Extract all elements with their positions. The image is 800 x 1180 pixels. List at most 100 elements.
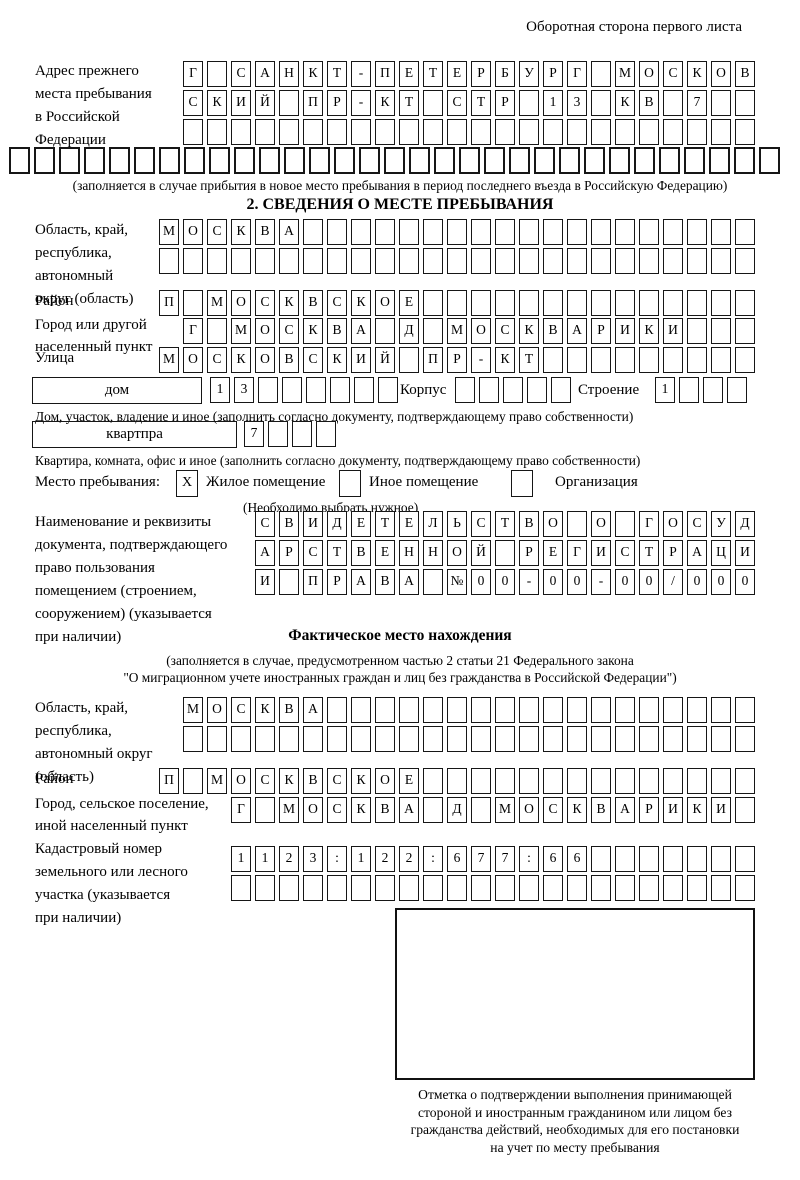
- char-box[interactable]: Й: [375, 347, 395, 373]
- char-box[interactable]: У: [519, 61, 539, 87]
- char-box[interactable]: Г: [567, 61, 587, 87]
- char-box[interactable]: [231, 119, 251, 145]
- char-box[interactable]: В: [591, 797, 611, 823]
- char-box[interactable]: К: [351, 768, 371, 794]
- char-box[interactable]: [183, 248, 203, 274]
- char-box[interactable]: Г: [183, 61, 203, 87]
- char-box[interactable]: О: [231, 768, 251, 794]
- char-box[interactable]: [279, 90, 299, 116]
- char-box[interactable]: [735, 248, 755, 274]
- char-box[interactable]: [591, 846, 611, 872]
- char-box[interactable]: [59, 147, 80, 174]
- char-box[interactable]: В: [519, 511, 539, 537]
- char-box[interactable]: [159, 248, 179, 274]
- char-box[interactable]: [711, 318, 731, 344]
- char-box[interactable]: [479, 377, 499, 403]
- char-box[interactable]: [351, 697, 371, 723]
- char-box[interactable]: [519, 726, 539, 752]
- char-box[interactable]: [399, 875, 419, 901]
- char-box[interactable]: -: [351, 90, 371, 116]
- char-box[interactable]: К: [303, 318, 323, 344]
- char-box[interactable]: -: [351, 61, 371, 87]
- char-box[interactable]: О: [255, 318, 275, 344]
- char-box[interactable]: [495, 540, 515, 566]
- char-box[interactable]: Г: [567, 540, 587, 566]
- char-box[interactable]: Д: [447, 797, 467, 823]
- char-box[interactable]: [639, 290, 659, 316]
- char-box[interactable]: [455, 377, 475, 403]
- char-box[interactable]: [591, 61, 611, 87]
- char-box[interactable]: [591, 726, 611, 752]
- char-box[interactable]: [591, 875, 611, 901]
- char-box[interactable]: М: [495, 797, 515, 823]
- char-box[interactable]: С: [183, 90, 203, 116]
- char-box[interactable]: [735, 219, 755, 245]
- char-box[interactable]: [495, 219, 515, 245]
- char-box[interactable]: [231, 875, 251, 901]
- char-box[interactable]: 7: [471, 846, 491, 872]
- char-box[interactable]: [687, 768, 707, 794]
- char-box[interactable]: [615, 726, 635, 752]
- char-box[interactable]: Е: [543, 540, 563, 566]
- char-box[interactable]: [591, 290, 611, 316]
- residence-checkbox-zhiloe[interactable]: X: [176, 470, 198, 497]
- char-box[interactable]: М: [279, 797, 299, 823]
- char-box[interactable]: [447, 768, 467, 794]
- char-box[interactable]: Т: [399, 90, 419, 116]
- char-box[interactable]: С: [207, 219, 227, 245]
- char-box[interactable]: С: [303, 347, 323, 373]
- char-box[interactable]: [459, 147, 480, 174]
- char-box[interactable]: 1: [351, 846, 371, 872]
- char-box[interactable]: Г: [183, 318, 203, 344]
- char-box[interactable]: К: [231, 219, 251, 245]
- char-box[interactable]: 3: [567, 90, 587, 116]
- char-box[interactable]: [711, 846, 731, 872]
- char-box[interactable]: [471, 875, 491, 901]
- char-box[interactable]: [354, 377, 374, 403]
- char-box[interactable]: [255, 875, 275, 901]
- char-box[interactable]: П: [423, 347, 443, 373]
- char-box[interactable]: [591, 347, 611, 373]
- char-box[interactable]: [711, 768, 731, 794]
- char-box[interactable]: [687, 318, 707, 344]
- char-box[interactable]: [567, 248, 587, 274]
- char-box[interactable]: 1: [255, 846, 275, 872]
- char-box[interactable]: [711, 875, 731, 901]
- char-box[interactable]: А: [351, 318, 371, 344]
- char-box[interactable]: Н: [399, 540, 419, 566]
- char-box[interactable]: О: [591, 511, 611, 537]
- char-box[interactable]: Е: [375, 540, 395, 566]
- char-box[interactable]: А: [399, 797, 419, 823]
- char-box[interactable]: С: [255, 511, 275, 537]
- char-box[interactable]: [735, 347, 755, 373]
- char-box[interactable]: [615, 347, 635, 373]
- char-box[interactable]: [378, 377, 398, 403]
- char-box[interactable]: В: [639, 90, 659, 116]
- char-box[interactable]: К: [567, 797, 587, 823]
- char-box[interactable]: Л: [423, 511, 443, 537]
- char-box[interactable]: М: [207, 768, 227, 794]
- char-box[interactable]: [279, 569, 299, 595]
- char-box[interactable]: О: [375, 290, 395, 316]
- char-box[interactable]: В: [375, 569, 395, 595]
- char-box[interactable]: [279, 726, 299, 752]
- char-box[interactable]: П: [375, 61, 395, 87]
- char-box[interactable]: О: [207, 697, 227, 723]
- char-box[interactable]: [399, 697, 419, 723]
- char-box[interactable]: М: [231, 318, 251, 344]
- char-box[interactable]: [759, 147, 780, 174]
- char-box[interactable]: [423, 726, 443, 752]
- char-box[interactable]: [351, 875, 371, 901]
- char-box[interactable]: 0: [495, 569, 515, 595]
- char-box[interactable]: М: [159, 347, 179, 373]
- char-box[interactable]: [258, 377, 278, 403]
- char-box[interactable]: [519, 90, 539, 116]
- char-box[interactable]: [687, 248, 707, 274]
- char-box[interactable]: [634, 147, 655, 174]
- char-box[interactable]: П: [303, 569, 323, 595]
- char-box[interactable]: [384, 147, 405, 174]
- char-box[interactable]: Е: [399, 61, 419, 87]
- char-box[interactable]: 6: [543, 846, 563, 872]
- char-box[interactable]: [687, 219, 707, 245]
- char-box[interactable]: С: [447, 90, 467, 116]
